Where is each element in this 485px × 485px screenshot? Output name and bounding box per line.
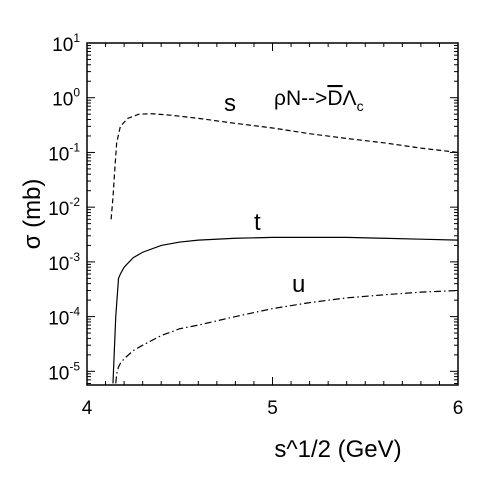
curve-s-channel bbox=[110, 113, 459, 220]
x-tick-label: 6 bbox=[453, 398, 464, 419]
x-tick-label: 5 bbox=[267, 398, 278, 419]
y-axis-label: σ (mb) bbox=[19, 179, 46, 250]
x-tick-label: 4 bbox=[82, 398, 93, 419]
curve-label-t: t bbox=[254, 209, 261, 236]
y-tick-label: 10-5 bbox=[48, 359, 80, 384]
reaction-rho: ρ bbox=[274, 87, 286, 110]
curve-t-channel bbox=[112, 236, 459, 384]
reaction-part1: N--> bbox=[286, 87, 327, 110]
axis-ticks: 4 5 6 10-5 10-4 10-3 10-2 10-1 100 101 bbox=[48, 31, 463, 419]
reaction-lambda: Λ bbox=[343, 87, 357, 110]
curve-label-u: u bbox=[292, 271, 305, 298]
curves bbox=[110, 113, 459, 384]
reaction-label: ρN-->DΛc bbox=[274, 87, 364, 114]
reaction-dbar: D bbox=[327, 87, 342, 110]
reaction-subscript: c bbox=[357, 98, 364, 114]
y-tick-label: 10-3 bbox=[48, 250, 80, 275]
y-tick-label: 100 bbox=[52, 86, 80, 111]
y-tick-label: 10-4 bbox=[48, 305, 80, 330]
curve-label-s: s bbox=[224, 90, 236, 117]
y-tick-label: 10-2 bbox=[48, 195, 80, 220]
x-axis-label: s^1/2 (GeV) bbox=[274, 436, 401, 463]
curve-u-channel bbox=[115, 289, 459, 384]
plot-frame bbox=[86, 42, 459, 386]
y-tick-label: 10-1 bbox=[48, 140, 80, 165]
y-tick-label: 101 bbox=[52, 31, 80, 56]
